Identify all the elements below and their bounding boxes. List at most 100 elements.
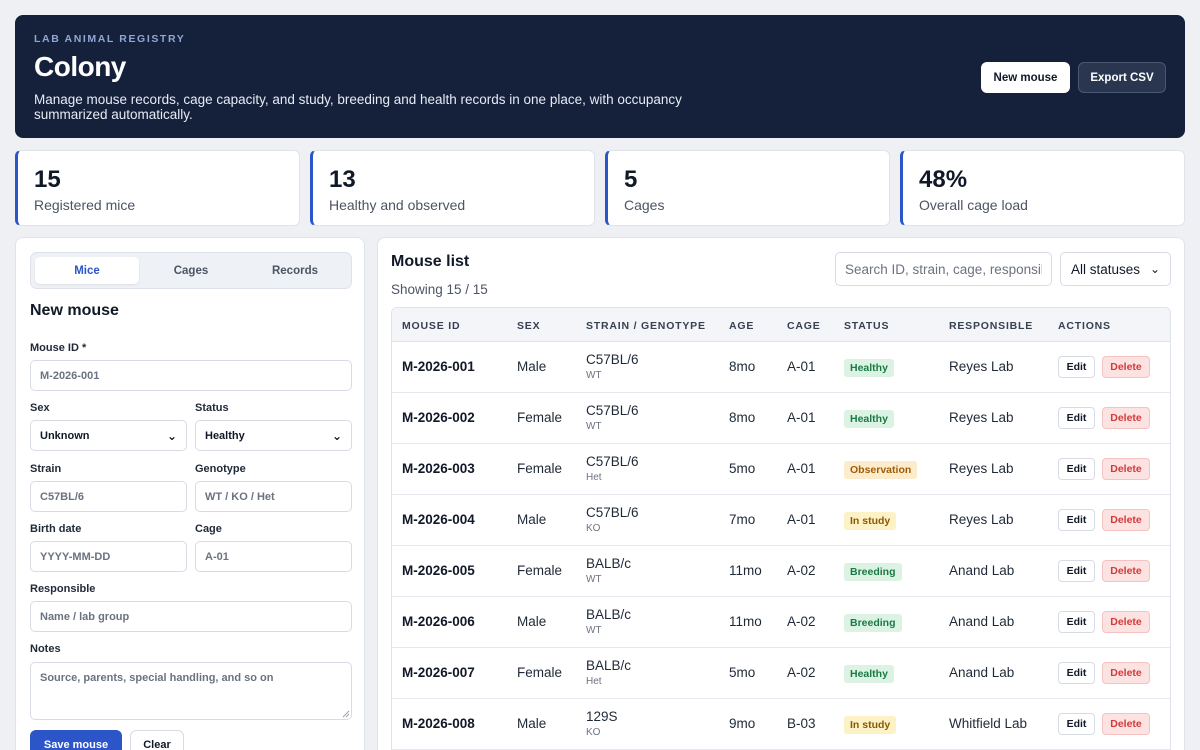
strain-cell: C57BL/6	[586, 505, 639, 520]
responsible-input[interactable]	[30, 601, 352, 632]
form-title: New mouse	[30, 302, 119, 319]
column-header: ACTIONS	[1058, 320, 1111, 332]
cage-input[interactable]	[195, 541, 352, 572]
stat-value: 13	[329, 166, 356, 193]
column-header[interactable]: RESPONSIBLE	[949, 320, 1034, 332]
notes-label: Notes	[30, 643, 61, 655]
stat-label: Registered mice	[34, 197, 136, 213]
form-panel: Mice Cages Records New mouse Mouse ID * …	[15, 237, 365, 750]
column-header[interactable]: STRAIN / GENOTYPE	[586, 320, 706, 332]
age-cell: 9mo	[729, 716, 756, 731]
edit-button[interactable]: Edit	[1058, 356, 1095, 378]
strain-cell: C57BL/6	[586, 352, 639, 367]
new-mouse-button[interactable]: New mouse	[981, 62, 1070, 93]
strain-label: Strain	[30, 463, 62, 475]
age-cell: 11mo	[729, 614, 762, 629]
genotype-input[interactable]	[195, 481, 352, 512]
delete-button[interactable]: Delete	[1102, 509, 1150, 531]
tab-records[interactable]: Records	[271, 264, 319, 277]
search-input[interactable]	[835, 252, 1052, 286]
genotype-cell: WT	[586, 421, 602, 432]
delete-button[interactable]: Delete	[1102, 611, 1150, 633]
delete-button[interactable]: Delete	[1102, 662, 1150, 684]
chevron-down-icon: ⌄	[1149, 262, 1160, 276]
mouse-id-input[interactable]	[30, 360, 352, 391]
mouse-id-cell: M-2026-003	[402, 461, 475, 476]
delete-button[interactable]: Delete	[1102, 356, 1150, 378]
tab-cages[interactable]: Cages	[173, 264, 209, 277]
mouse-id-cell: M-2026-004	[402, 512, 475, 527]
edit-button[interactable]: Edit	[1058, 458, 1095, 480]
chevron-down-icon: ⌄	[331, 428, 342, 443]
status-badge: Observation	[844, 461, 918, 479]
responsible-cell: Anand Lab	[949, 563, 1015, 578]
edit-button[interactable]: Edit	[1058, 560, 1095, 582]
table-row: M-2026-005 Female BALB/c WT 11mo A-02 Breeding…	[392, 546, 1170, 597]
delete-button[interactable]: Delete	[1102, 407, 1150, 429]
column-header[interactable]: SEX	[517, 320, 541, 332]
notes-textarea[interactable]	[30, 662, 352, 720]
column-header[interactable]: CAGE	[787, 320, 821, 332]
cage-cell: A-01	[787, 512, 816, 527]
sex-cell: Male	[517, 716, 547, 731]
column-header[interactable]: MOUSE ID	[402, 320, 461, 332]
edit-button[interactable]: Edit	[1058, 509, 1095, 531]
delete-button[interactable]: Delete	[1102, 560, 1150, 582]
stat-label: Healthy and observed	[329, 197, 466, 213]
mouse-id-cell: M-2026-008	[402, 716, 475, 731]
strain-cell: C57BL/6	[586, 403, 639, 418]
strain-cell: 129S	[586, 709, 618, 724]
strain-input[interactable]	[30, 481, 187, 512]
status-filter-select[interactable]: All statuses ⌄	[1060, 252, 1171, 286]
table-row: M-2026-001 Male C57BL/6 WT 8mo A-01 Healthy Rey…	[392, 342, 1170, 393]
table-row: M-2026-002 Female C57BL/6 WT 8mo A-01 Healthy R…	[392, 393, 1170, 444]
cage-cell: A-02	[787, 665, 816, 680]
edit-button[interactable]: Edit	[1058, 611, 1095, 633]
status-badge: In study	[844, 716, 897, 734]
cage-cell: B-03	[787, 716, 816, 731]
export-csv-button[interactable]: Export CSV	[1078, 62, 1166, 93]
delete-button[interactable]: Delete	[1102, 458, 1150, 480]
age-cell: 8mo	[729, 359, 756, 374]
sex-cell: Female	[517, 410, 563, 425]
responsible-cell: Whitfield Lab	[949, 716, 1028, 731]
stat-value: 15	[34, 166, 61, 193]
stat-value: 5	[624, 166, 638, 193]
mouse-id-label: Mouse ID *	[30, 342, 87, 354]
tab-bar: Mice Cages Records	[30, 252, 352, 289]
sex-cell: Male	[517, 614, 547, 629]
age-cell: 8mo	[729, 410, 756, 425]
responsible-cell: Reyes Lab	[949, 410, 1014, 425]
column-header[interactable]: AGE	[729, 320, 755, 332]
sex-select[interactable]: Unknown ⌄	[30, 420, 187, 451]
mouse-id-cell: M-2026-006	[402, 614, 475, 629]
stat-card-registered: 15 Registered mice	[15, 150, 300, 226]
stat-label: Cages	[624, 197, 665, 213]
age-cell: 7mo	[729, 512, 756, 527]
sex-select-value: Unknown	[40, 429, 90, 442]
column-header[interactable]: STATUS	[844, 320, 890, 332]
responsible-cell: Anand Lab	[949, 614, 1015, 629]
page-title: Colony	[34, 51, 126, 82]
genotype-cell: Het	[586, 472, 602, 483]
resize-grip-icon[interactable]	[342, 710, 350, 718]
status-filter-value: All statuses	[1071, 261, 1141, 277]
chevron-down-icon: ⌄	[166, 428, 177, 443]
stat-card-healthy: 13 Healthy and observed	[310, 150, 595, 226]
edit-button[interactable]: Edit	[1058, 407, 1095, 429]
tab-mice[interactable]: Mice	[35, 257, 139, 284]
clear-button[interactable]: Clear	[130, 730, 184, 750]
sex-cell: Female	[517, 563, 563, 578]
birth-date-input[interactable]	[30, 541, 187, 572]
status-select-value: Healthy	[205, 429, 245, 442]
list-title: Mouse list	[391, 253, 470, 270]
edit-button[interactable]: Edit	[1058, 713, 1095, 735]
page-header: LAB ANIMAL REGISTRY Colony Manage mouse …	[15, 15, 1185, 138]
age-cell: 5mo	[729, 461, 756, 476]
status-select[interactable]: Healthy ⌄	[195, 420, 352, 451]
edit-button[interactable]: Edit	[1058, 662, 1095, 684]
save-mouse-button[interactable]: Save mouse	[30, 730, 122, 750]
delete-button[interactable]: Delete	[1102, 713, 1150, 735]
table-row: M-2026-007 Female BALB/c Het 5mo A-02 Healthy A…	[392, 648, 1170, 699]
responsible-cell: Anand Lab	[949, 665, 1015, 680]
